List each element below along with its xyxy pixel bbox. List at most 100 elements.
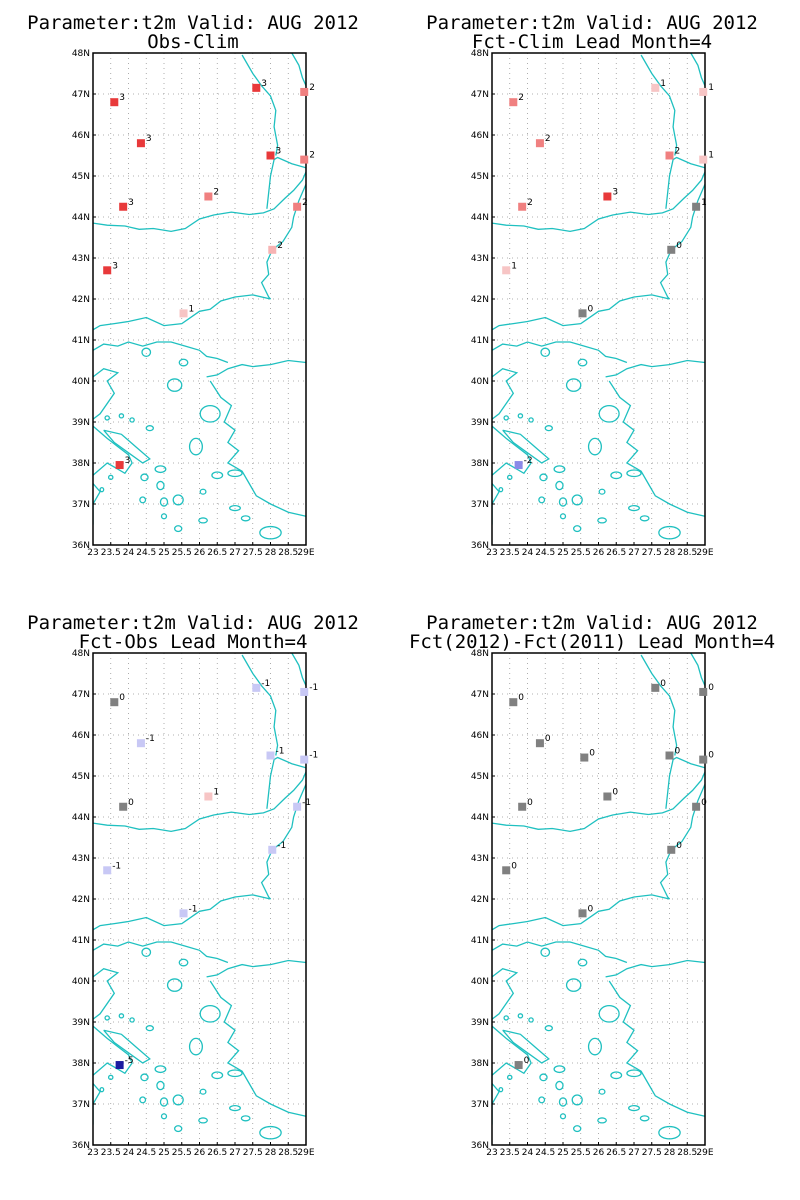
lat-axis: 48N 47N 46N 45N 44N 43N 42N 41N 40N 39N 38N 37N 36N	[471, 649, 495, 1151]
island-outline	[172, 494, 184, 506]
station-marker	[651, 83, 660, 92]
lat-tick-label: 48N	[471, 49, 489, 59]
station-value-label: 3	[128, 198, 134, 208]
lat-tick-label: 38N	[72, 459, 90, 469]
island-outline	[129, 417, 135, 423]
coastline	[209, 980, 306, 1117]
island-outline	[159, 1097, 169, 1107]
station-value-label: 0	[119, 693, 125, 703]
lat-tick-label: 41N	[72, 336, 90, 346]
island-outline	[211, 1071, 224, 1080]
lat-tick-label: 38N	[471, 459, 489, 469]
island-outline	[154, 465, 167, 474]
island-outline	[188, 437, 203, 456]
island-outline	[558, 497, 568, 507]
coastline	[605, 959, 705, 978]
island-outline	[538, 1096, 546, 1104]
station-marker	[692, 802, 701, 811]
lon-tick-label: 25.5	[172, 548, 192, 558]
lon-tick-label: 27.5	[642, 548, 662, 558]
island-outline	[503, 1015, 509, 1021]
lon-tick-label: 23.5	[500, 548, 520, 558]
station-marker	[204, 792, 213, 801]
station-marker	[119, 802, 128, 811]
island-outline	[506, 474, 513, 481]
lon-tick-label: 28	[265, 548, 277, 558]
lat-tick-label: 36N	[72, 1141, 90, 1151]
lat-tick-label: 37N	[72, 500, 90, 510]
station-marker	[115, 461, 124, 470]
lat-tick-label: 38N	[471, 1059, 489, 1069]
island-outline	[540, 347, 551, 358]
station-marker	[509, 98, 518, 107]
island-outline	[610, 471, 623, 480]
island-outline	[528, 417, 534, 423]
station-value-label: 0	[527, 798, 533, 808]
island-outline	[639, 515, 650, 522]
lat-tick-label: 45N	[471, 172, 489, 182]
island-outline	[577, 958, 588, 967]
lat-tick-label: 47N	[471, 690, 489, 700]
lon-tick-label: 28.5	[278, 1148, 298, 1158]
lon-axis: 23 23.5 24 24.5 25 25.5 26 26.5 27 27.5 28 28.5 29E	[87, 542, 315, 558]
lon-tick-label: 28	[265, 1148, 277, 1158]
lon-tick-label: 28	[664, 1148, 676, 1158]
station-marker	[518, 802, 527, 811]
lat-axis: 48N 47N 46N 45N 44N 43N 42N 41N 40N 39N 38N 37N 36N	[471, 49, 495, 551]
station-markers: 2 2 1 1 2 1 2 3 1 0 1 0 -2	[502, 79, 714, 470]
station-marker	[266, 751, 275, 760]
lat-tick-label: 47N	[471, 90, 489, 100]
island-outline	[129, 1017, 135, 1023]
coastline	[93, 771, 306, 833]
station-marker	[252, 83, 261, 92]
lat-tick-label: 42N	[471, 895, 489, 905]
coastline	[492, 483, 500, 525]
coastline	[492, 1083, 500, 1125]
station-value-label: 2	[545, 134, 551, 144]
lon-tick-label: 25.5	[172, 1148, 192, 1158]
coastline	[266, 756, 306, 809]
island-outline	[565, 978, 582, 992]
island-outline	[658, 1125, 681, 1140]
station-marker	[300, 687, 309, 696]
lon-tick-label: 29E	[297, 1148, 314, 1158]
lon-tick-label: 29E	[696, 1148, 713, 1158]
station-value-label: 2	[302, 198, 308, 208]
island-outline	[118, 413, 125, 419]
station-value-label: 0	[524, 1056, 530, 1066]
coastline	[690, 653, 705, 687]
lon-tick-label: 24.5	[535, 548, 555, 558]
island-outline	[559, 1113, 567, 1120]
lat-tick-label: 43N	[72, 854, 90, 864]
island-outline	[555, 480, 564, 491]
island-outline	[178, 958, 189, 967]
lat-tick-label: 45N	[471, 772, 489, 782]
lon-tick-label: 25.5	[571, 1148, 591, 1158]
map-panel-obs-clim: Parameter:t2m Valid: AUG 2012 Obs-Clim 4…	[27, 12, 359, 558]
lat-tick-label: 37N	[72, 1100, 90, 1110]
station-marker	[110, 698, 119, 707]
coastline	[93, 483, 101, 525]
lat-tick-label: 48N	[72, 49, 90, 59]
coastline	[209, 380, 306, 517]
grid-lines	[492, 653, 705, 1145]
lon-tick-label: 26	[194, 548, 206, 558]
station-marker	[578, 909, 587, 918]
station-value-label: 0	[708, 751, 714, 761]
island-outline	[240, 515, 251, 522]
island-outline	[166, 978, 183, 992]
station-value-label: 3	[261, 79, 267, 89]
station-marker	[300, 755, 309, 764]
grid-lines	[93, 653, 306, 1145]
station-marker	[518, 202, 527, 211]
lon-tick-label: 28.5	[677, 1148, 697, 1158]
coastlines	[93, 653, 306, 1140]
coastline	[206, 959, 306, 978]
lat-tick-label: 44N	[72, 813, 90, 823]
lat-tick-label: 48N	[471, 649, 489, 659]
lon-tick-label: 28.5	[278, 548, 298, 558]
lat-tick-label: 40N	[72, 377, 90, 387]
island-outline	[156, 480, 165, 491]
station-value-label: -5	[125, 1056, 134, 1066]
lon-tick-label: 24	[522, 548, 534, 558]
